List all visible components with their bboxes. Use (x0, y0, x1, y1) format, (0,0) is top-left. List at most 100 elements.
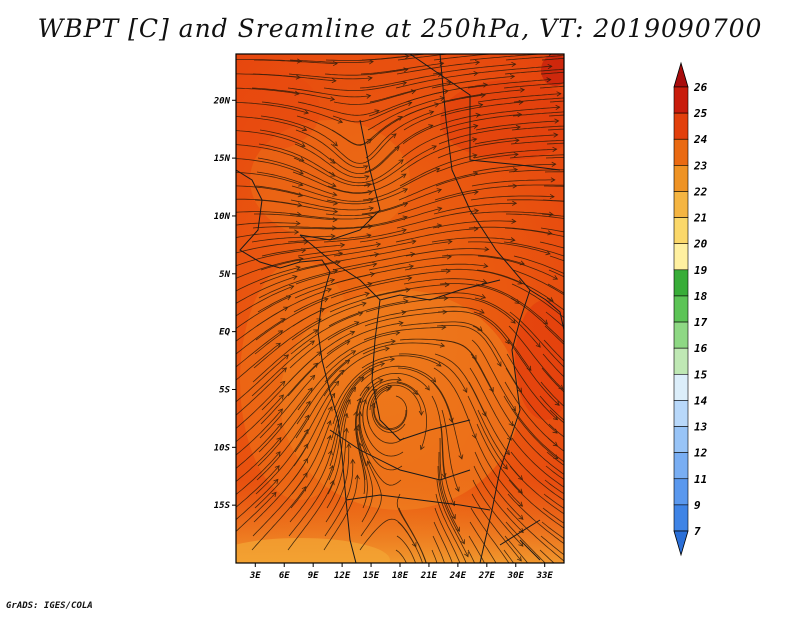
streamline (251, 340, 315, 397)
y-tick-label: 5N (219, 270, 230, 280)
streamline (236, 437, 282, 483)
streamline (477, 255, 558, 280)
streamline (287, 234, 371, 243)
streamline (471, 179, 555, 187)
streamline (236, 479, 279, 521)
streamline-arrow (510, 237, 516, 243)
streamline (468, 65, 552, 75)
streamline (543, 339, 564, 362)
streamline-arrow (408, 264, 415, 270)
streamline-arrow (613, 504, 618, 508)
streamline (508, 479, 564, 529)
streamline (540, 71, 564, 75)
streamline-arrow (335, 260, 341, 266)
streamline (539, 85, 564, 89)
streamline (255, 185, 338, 204)
streamline (295, 129, 368, 168)
streamline-arrow (552, 415, 559, 421)
streamline (507, 339, 560, 406)
streamline-arrow (436, 188, 442, 194)
streamline (441, 89, 525, 103)
streamline (439, 114, 522, 131)
streamline-arrow (395, 330, 401, 336)
streamline (441, 409, 460, 492)
streamline (506, 507, 564, 562)
streamline (369, 384, 422, 416)
streamline-arrow (351, 386, 357, 392)
streamline (548, 114, 564, 117)
streamline (439, 283, 520, 304)
streamline-arrow (439, 342, 446, 348)
streamline-arrow (628, 109, 632, 113)
streamline-arrow (620, 222, 624, 226)
streamline-arrow (585, 52, 589, 56)
streamline-arrow (511, 61, 517, 68)
streamline-arrow (345, 398, 351, 405)
streamline-arrow (436, 361, 442, 367)
streamline-arrow (512, 200, 518, 206)
streamline (254, 443, 309, 509)
streamline-arrow (612, 518, 617, 522)
streamline (292, 171, 373, 194)
footer-credit: GrADS: IGES/COLA (6, 601, 93, 611)
streamline (291, 185, 374, 202)
streamline (436, 325, 502, 367)
streamline (546, 142, 564, 145)
streamline (477, 93, 561, 103)
streamline (510, 139, 564, 145)
streamline-arrow (614, 452, 619, 456)
streamline (433, 54, 495, 61)
streamline-arrow (464, 581, 468, 585)
streamline-arrow (431, 377, 437, 383)
streamline (331, 116, 403, 146)
streamline (254, 59, 338, 64)
streamline-arrow (614, 325, 619, 329)
streamline (236, 330, 283, 368)
streamline-arrow (625, 154, 629, 158)
streamline-arrow (454, 486, 460, 492)
streamline (503, 82, 564, 89)
colorbar-label: 20 (693, 238, 708, 251)
streamline (505, 521, 546, 563)
streamline (468, 381, 510, 455)
streamline-arrow (361, 398, 367, 405)
colorbar-label: 21 (693, 212, 707, 225)
streamline (472, 325, 522, 393)
streamline (257, 279, 335, 313)
streamline-arrow (552, 598, 556, 603)
streamline (359, 411, 403, 471)
streamline (259, 129, 336, 164)
streamline-arrow (517, 488, 523, 494)
streamline (359, 442, 374, 523)
streamline (326, 428, 348, 509)
streamline-arrow (569, 476, 574, 480)
streamline (257, 401, 311, 467)
streamline (236, 185, 303, 197)
streamline-arrow (349, 330, 356, 336)
streamline (330, 376, 364, 453)
streamline (259, 375, 315, 439)
streamline (288, 331, 355, 383)
streamline-arrow (391, 133, 397, 139)
streamline-arrow (310, 374, 316, 380)
streamline (436, 153, 519, 173)
streamline-arrow (629, 95, 633, 99)
streamline-arrow (298, 169, 304, 175)
streamline-arrow (482, 82, 489, 88)
y-tick-label: 15N (214, 154, 231, 164)
streamline (333, 90, 416, 105)
colorbar-label: 11 (694, 473, 707, 486)
streamline (431, 237, 515, 243)
streamline-arrow (483, 263, 489, 269)
streamline-arrow (357, 442, 363, 448)
streamline (469, 211, 554, 215)
streamline (251, 87, 335, 100)
y-tick-label: 15S (214, 501, 231, 511)
streamline (366, 389, 405, 444)
streamline-arrow (275, 342, 281, 348)
streamline (324, 216, 408, 229)
streamline (399, 154, 477, 187)
streamline-arrow (424, 593, 428, 598)
streamline-arrow (566, 544, 571, 548)
streamline-arrow (619, 80, 623, 84)
